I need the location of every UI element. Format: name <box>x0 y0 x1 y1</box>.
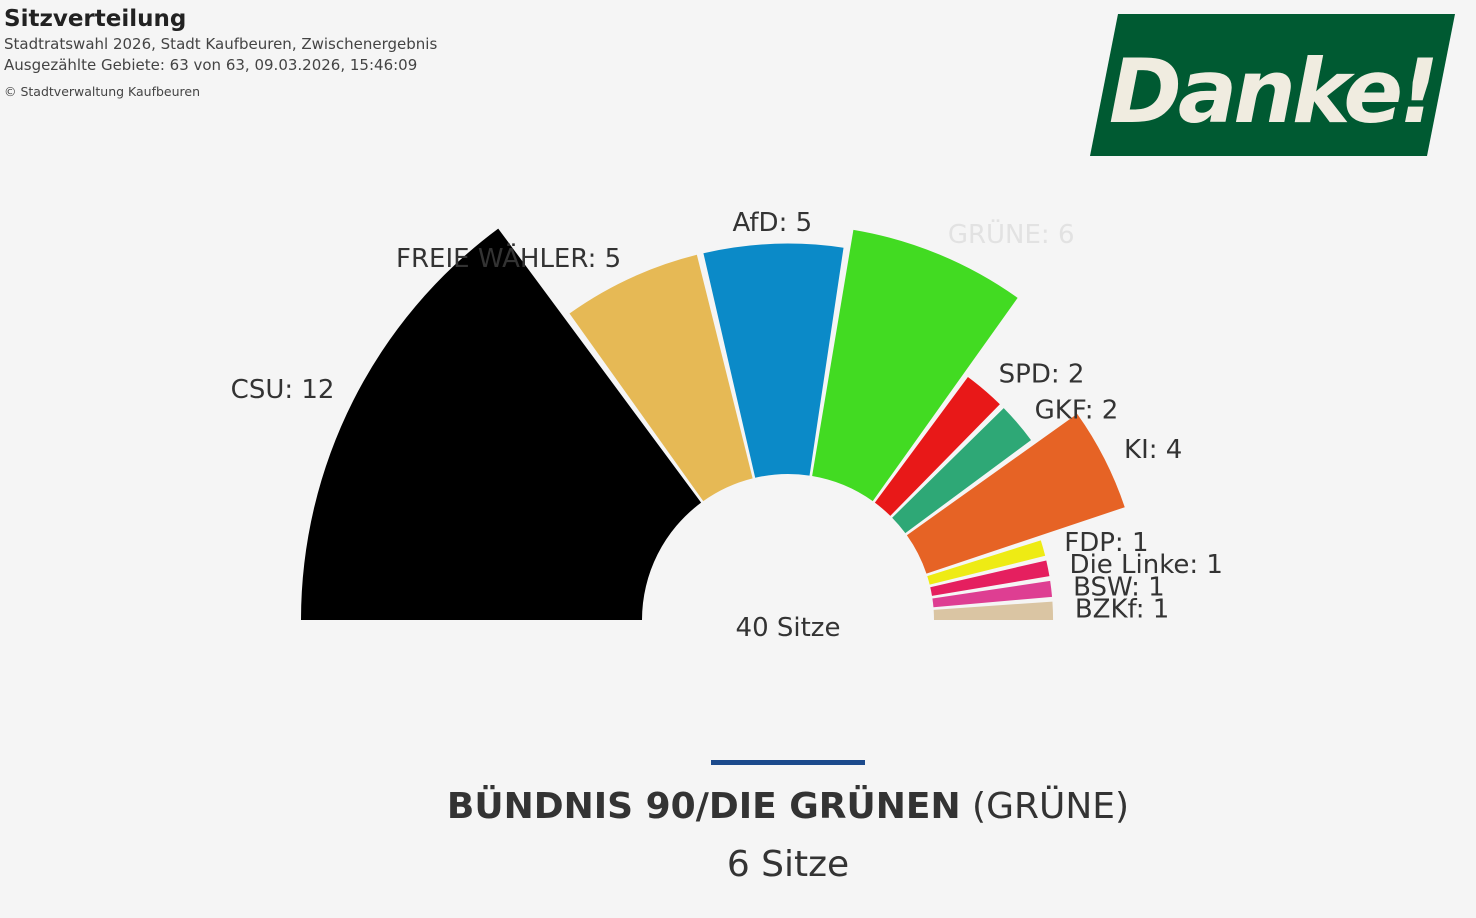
slice-label-die-linke: Die Linke: 1 <box>1070 550 1223 580</box>
selected-party-abbr: (GRÜNE) <box>972 786 1130 827</box>
total-seats-label: 40 Sitze <box>736 613 841 643</box>
slice-die-linke[interactable] <box>930 560 1050 596</box>
slice-ki[interactable] <box>906 413 1125 574</box>
slice-afd[interactable] <box>703 243 844 478</box>
slices-group <box>301 228 1125 621</box>
slice-grüne[interactable] <box>812 229 1018 502</box>
danke-banner: Danke! <box>1090 14 1455 156</box>
slice-freie-wähler[interactable] <box>569 254 753 502</box>
banner-text: Danke! <box>1109 40 1435 143</box>
slice-bzkf[interactable] <box>933 601 1054 620</box>
slice-spd[interactable] <box>874 376 1000 516</box>
labels-group: CSU: 12 FREIE WÄHLER: 5 AfD: 5 GRÜNE: 6 SPD:… <box>231 208 1223 625</box>
selected-party-heading: BÜNDNIS 90/DIE GRÜNEN (GRÜNE) <box>0 786 1476 827</box>
chart-title: Sitzverteilung <box>4 6 187 32</box>
count-status: Ausgezählte Gebiete: 63 von 63, 09.03.20… <box>4 56 418 74</box>
selected-party-seats: 6 Sitze <box>726 844 850 885</box>
slice-fdp[interactable] <box>927 540 1046 585</box>
detail-divider <box>711 760 865 765</box>
slice-label-grüne: GRÜNE: 6 <box>948 218 1075 250</box>
slice-label-fdp: FDP: 1 <box>1064 528 1148 558</box>
slice-label-spd: SPD: 2 <box>999 359 1085 389</box>
chart-header: Sitzverteilung Stadtratswahl 2026, Stadt… <box>4 4 437 99</box>
slice-label-freie-wähler: FREIE WÄHLER: 5 <box>396 242 621 274</box>
slice-csu[interactable] <box>301 228 702 621</box>
slice-gkf[interactable] <box>892 408 1032 534</box>
chart-subtitle: Stadtratswahl 2026, Stadt Kaufbeuren, Zw… <box>4 35 438 53</box>
slice-label-bsw: BSW: 1 <box>1073 572 1165 602</box>
slice-label-ki: KI: 4 <box>1124 435 1182 465</box>
slice-label-afd: AfD: 5 <box>733 208 813 238</box>
slice-label-csu: CSU: 12 <box>231 375 335 405</box>
banner-background <box>1090 14 1455 156</box>
slice-label-bzkf: BZKf: 1 <box>1075 595 1170 625</box>
selected-party-name: BÜNDNIS 90/DIE GRÜNEN <box>446 786 961 827</box>
copyright-note: © Stadtverwaltung Kaufbeuren <box>4 84 201 99</box>
slice-label-gkf: GKF: 2 <box>1035 395 1119 425</box>
slice-bsw[interactable] <box>932 580 1053 608</box>
